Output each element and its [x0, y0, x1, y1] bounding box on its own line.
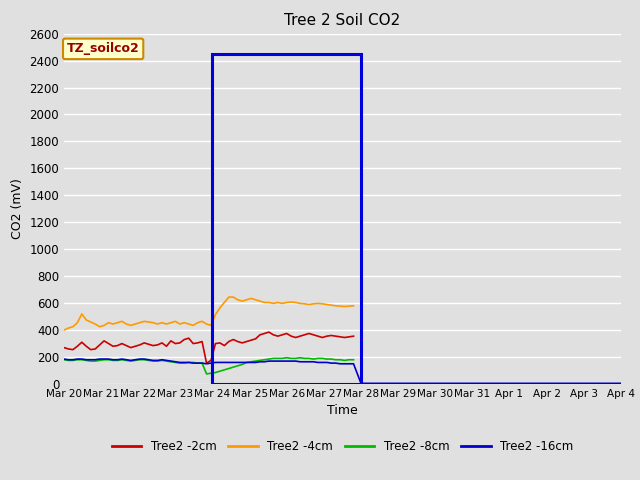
- X-axis label: Time: Time: [327, 405, 358, 418]
- Tree2 -2cm: [189, 341, 197, 347]
- Line: Tree2 -8cm: Tree2 -8cm: [64, 358, 353, 374]
- Tree2 -8cm: [203, 371, 211, 377]
- Tree2 -2cm: [60, 345, 68, 350]
- Tree2 -4cm: [332, 303, 340, 309]
- Legend: Tree2 -2cm, Tree2 -4cm, Tree2 -8cm, Tree2 -16cm: Tree2 -2cm, Tree2 -4cm, Tree2 -8cm, Tree…: [107, 435, 578, 458]
- Tree2 -2cm: [296, 333, 304, 339]
- Tree2 -2cm: [131, 343, 139, 349]
- Line: Tree2 -4cm: Tree2 -4cm: [64, 297, 353, 330]
- Bar: [212, 54, 361, 384]
- Title: Tree 2 Soil CO2: Tree 2 Soil CO2: [284, 13, 401, 28]
- Tree2 -2cm: [149, 343, 157, 348]
- Tree2 -2cm: [203, 360, 211, 366]
- Tree2 -4cm: [225, 294, 233, 300]
- Tree2 -4cm: [349, 303, 357, 309]
- Line: Tree2 -2cm: Tree2 -2cm: [64, 332, 353, 363]
- Tree2 -16cm: [357, 381, 365, 386]
- Tree2 -16cm: [131, 357, 139, 362]
- Tree2 -8cm: [296, 355, 304, 360]
- Tree2 -2cm: [349, 333, 357, 339]
- Tree2 -16cm: [167, 358, 175, 364]
- Tree2 -4cm: [149, 320, 157, 325]
- Tree2 -8cm: [149, 358, 157, 364]
- Tree2 -2cm: [185, 336, 193, 341]
- Tree2 -8cm: [349, 357, 357, 362]
- Tree2 -4cm: [131, 321, 139, 327]
- Tree2 -8cm: [60, 357, 68, 362]
- Tree2 -16cm: [243, 360, 250, 365]
- Tree2 -8cm: [131, 358, 139, 363]
- Tree2 -16cm: [617, 381, 625, 386]
- Tree2 -4cm: [83, 317, 90, 323]
- Tree2 -4cm: [185, 321, 193, 327]
- Text: TZ_soilco2: TZ_soilco2: [67, 42, 140, 55]
- Tree2 -16cm: [127, 358, 134, 363]
- Tree2 -8cm: [189, 360, 197, 365]
- Tree2 -16cm: [60, 356, 68, 362]
- Y-axis label: CO2 (mV): CO2 (mV): [11, 179, 24, 239]
- Tree2 -2cm: [265, 329, 273, 335]
- Tree2 -2cm: [83, 343, 90, 349]
- Tree2 -4cm: [292, 300, 300, 305]
- Line: Tree2 -16cm: Tree2 -16cm: [64, 359, 621, 384]
- Tree2 -4cm: [60, 327, 68, 333]
- Tree2 -16cm: [238, 360, 246, 365]
- Tree2 -8cm: [185, 360, 193, 365]
- Tree2 -8cm: [283, 355, 291, 360]
- Tree2 -8cm: [83, 358, 90, 363]
- Tree2 -16cm: [394, 381, 402, 386]
